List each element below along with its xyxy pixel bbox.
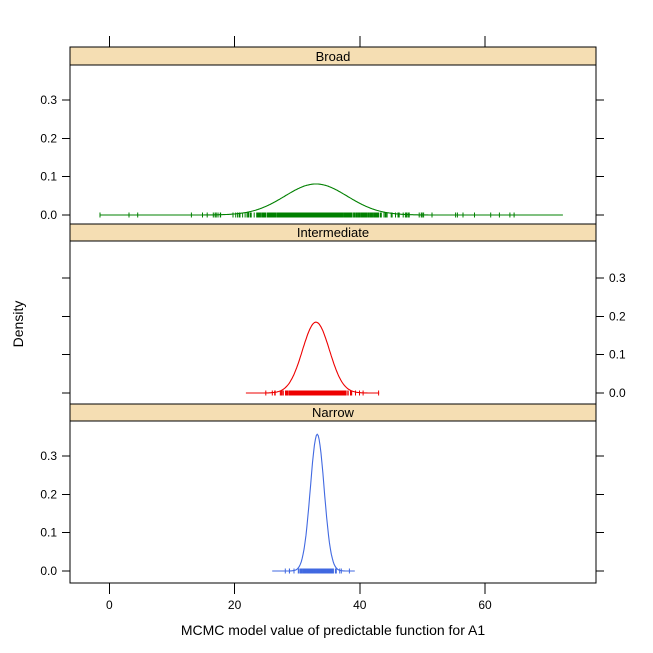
density-curve-broad	[100, 183, 563, 216]
rug-intermediate	[265, 390, 380, 396]
y-tick-label: 0.3	[609, 271, 626, 285]
x-tick-label: 0	[106, 598, 113, 612]
panel-box-broad	[69, 64, 597, 225]
strip-box-intermediate	[69, 223, 597, 242]
y-tick-label: 0.2	[609, 309, 626, 323]
x-tick-label: 60	[478, 598, 492, 612]
y-tick-label: 0.1	[609, 348, 626, 362]
y-tick-label: 0.0	[40, 564, 57, 578]
rug-narrow	[284, 568, 350, 574]
strip-box-broad	[69, 46, 597, 66]
strip-box-narrow	[69, 403, 597, 422]
y-tick-label: 0.1	[40, 170, 57, 184]
x-axis-title: MCMC model value of predictable function…	[180, 622, 486, 638]
y-tick-label: 0.1	[40, 526, 57, 540]
x-tick-label: 40	[353, 598, 367, 612]
y-tick-label: 0.3	[40, 449, 57, 463]
y-tick-label: 0.3	[40, 93, 57, 107]
y-tick-label: 0.0	[40, 208, 57, 222]
y-tick-label: 0.0	[609, 386, 626, 400]
y-axis-title: Density	[10, 300, 26, 348]
rug-broad	[99, 212, 515, 218]
panel-box-intermediate	[69, 240, 597, 405]
x-tick-label: 20	[228, 598, 242, 612]
density-curve-intermediate	[245, 321, 380, 394]
y-tick-label: 0.2	[40, 131, 57, 145]
y-tick-label: 0.2	[40, 487, 57, 501]
panel-box-narrow	[69, 420, 597, 584]
